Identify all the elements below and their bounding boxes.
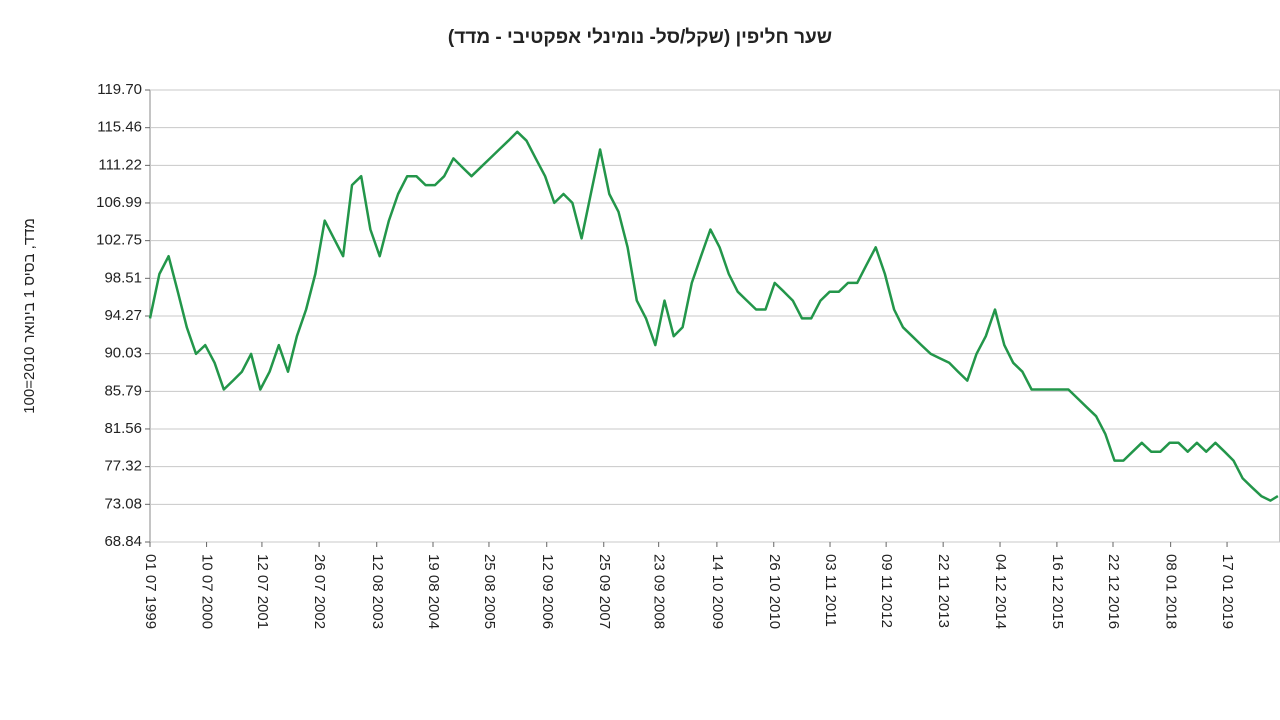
y-tick-label: 102.75 (96, 232, 142, 249)
y-tick-label: 106.99 (96, 194, 142, 211)
x-tick-label: 03 11 2011 (822, 554, 839, 627)
x-tick-label: 09 11 2012 (878, 554, 895, 628)
series-line (148, 130, 1279, 502)
y-tick-label: 77.32 (104, 458, 142, 475)
x-tick-label: 01 07 1999 (142, 554, 159, 629)
x-tick-label: 25 08 2005 (481, 554, 498, 629)
y-tick-label: 111.22 (98, 156, 142, 173)
y-tick-label: 73.08 (104, 495, 142, 512)
y-tick-label: 94.27 (104, 307, 142, 324)
y-tick-label: 98.51 (104, 269, 142, 286)
y-tick-label: 81.56 (104, 420, 142, 437)
x-tick-label: 10 07 2000 (199, 554, 216, 629)
y-tick-label: 85.79 (104, 382, 142, 399)
x-tick-label: 12 08 2003 (369, 554, 386, 629)
y-tick-label: 119.70 (97, 81, 142, 98)
x-tick-label: 26 10 2010 (766, 554, 783, 629)
x-tick-label: 12 07 2001 (254, 554, 271, 629)
y-tick-label: 115.46 (97, 119, 142, 136)
x-tick-label: 08 01 2018 (1163, 554, 1180, 629)
x-tick-label: 16 12 2015 (1049, 554, 1066, 629)
y-axis-label: מדד, בסיס 1 בינואר 2010=100 (21, 218, 38, 414)
x-tick-label: 04 12 2014 (992, 554, 1009, 629)
y-tick-label: 90.03 (104, 345, 142, 362)
x-tick-label: 17 01 2019 (1219, 554, 1236, 629)
x-tick-label: 23 09 2008 (651, 554, 668, 629)
chart-title: שער חליפין (שקל/סל- נומינלי אפקטיבי - מד… (448, 27, 832, 48)
x-tick-label: 25 09 2007 (596, 554, 613, 629)
x-tick-label: 26 07 2002 (311, 554, 328, 629)
x-tick-label: 22 12 2016 (1105, 554, 1122, 629)
x-tick-label: 19 08 2004 (425, 554, 442, 629)
x-tick-label: 14 10 2009 (709, 554, 726, 629)
x-tick-label: 22 11 2013 (935, 554, 952, 628)
y-tick-label: 68.84 (104, 533, 142, 550)
x-tick-label: 12 09 2006 (539, 554, 556, 629)
